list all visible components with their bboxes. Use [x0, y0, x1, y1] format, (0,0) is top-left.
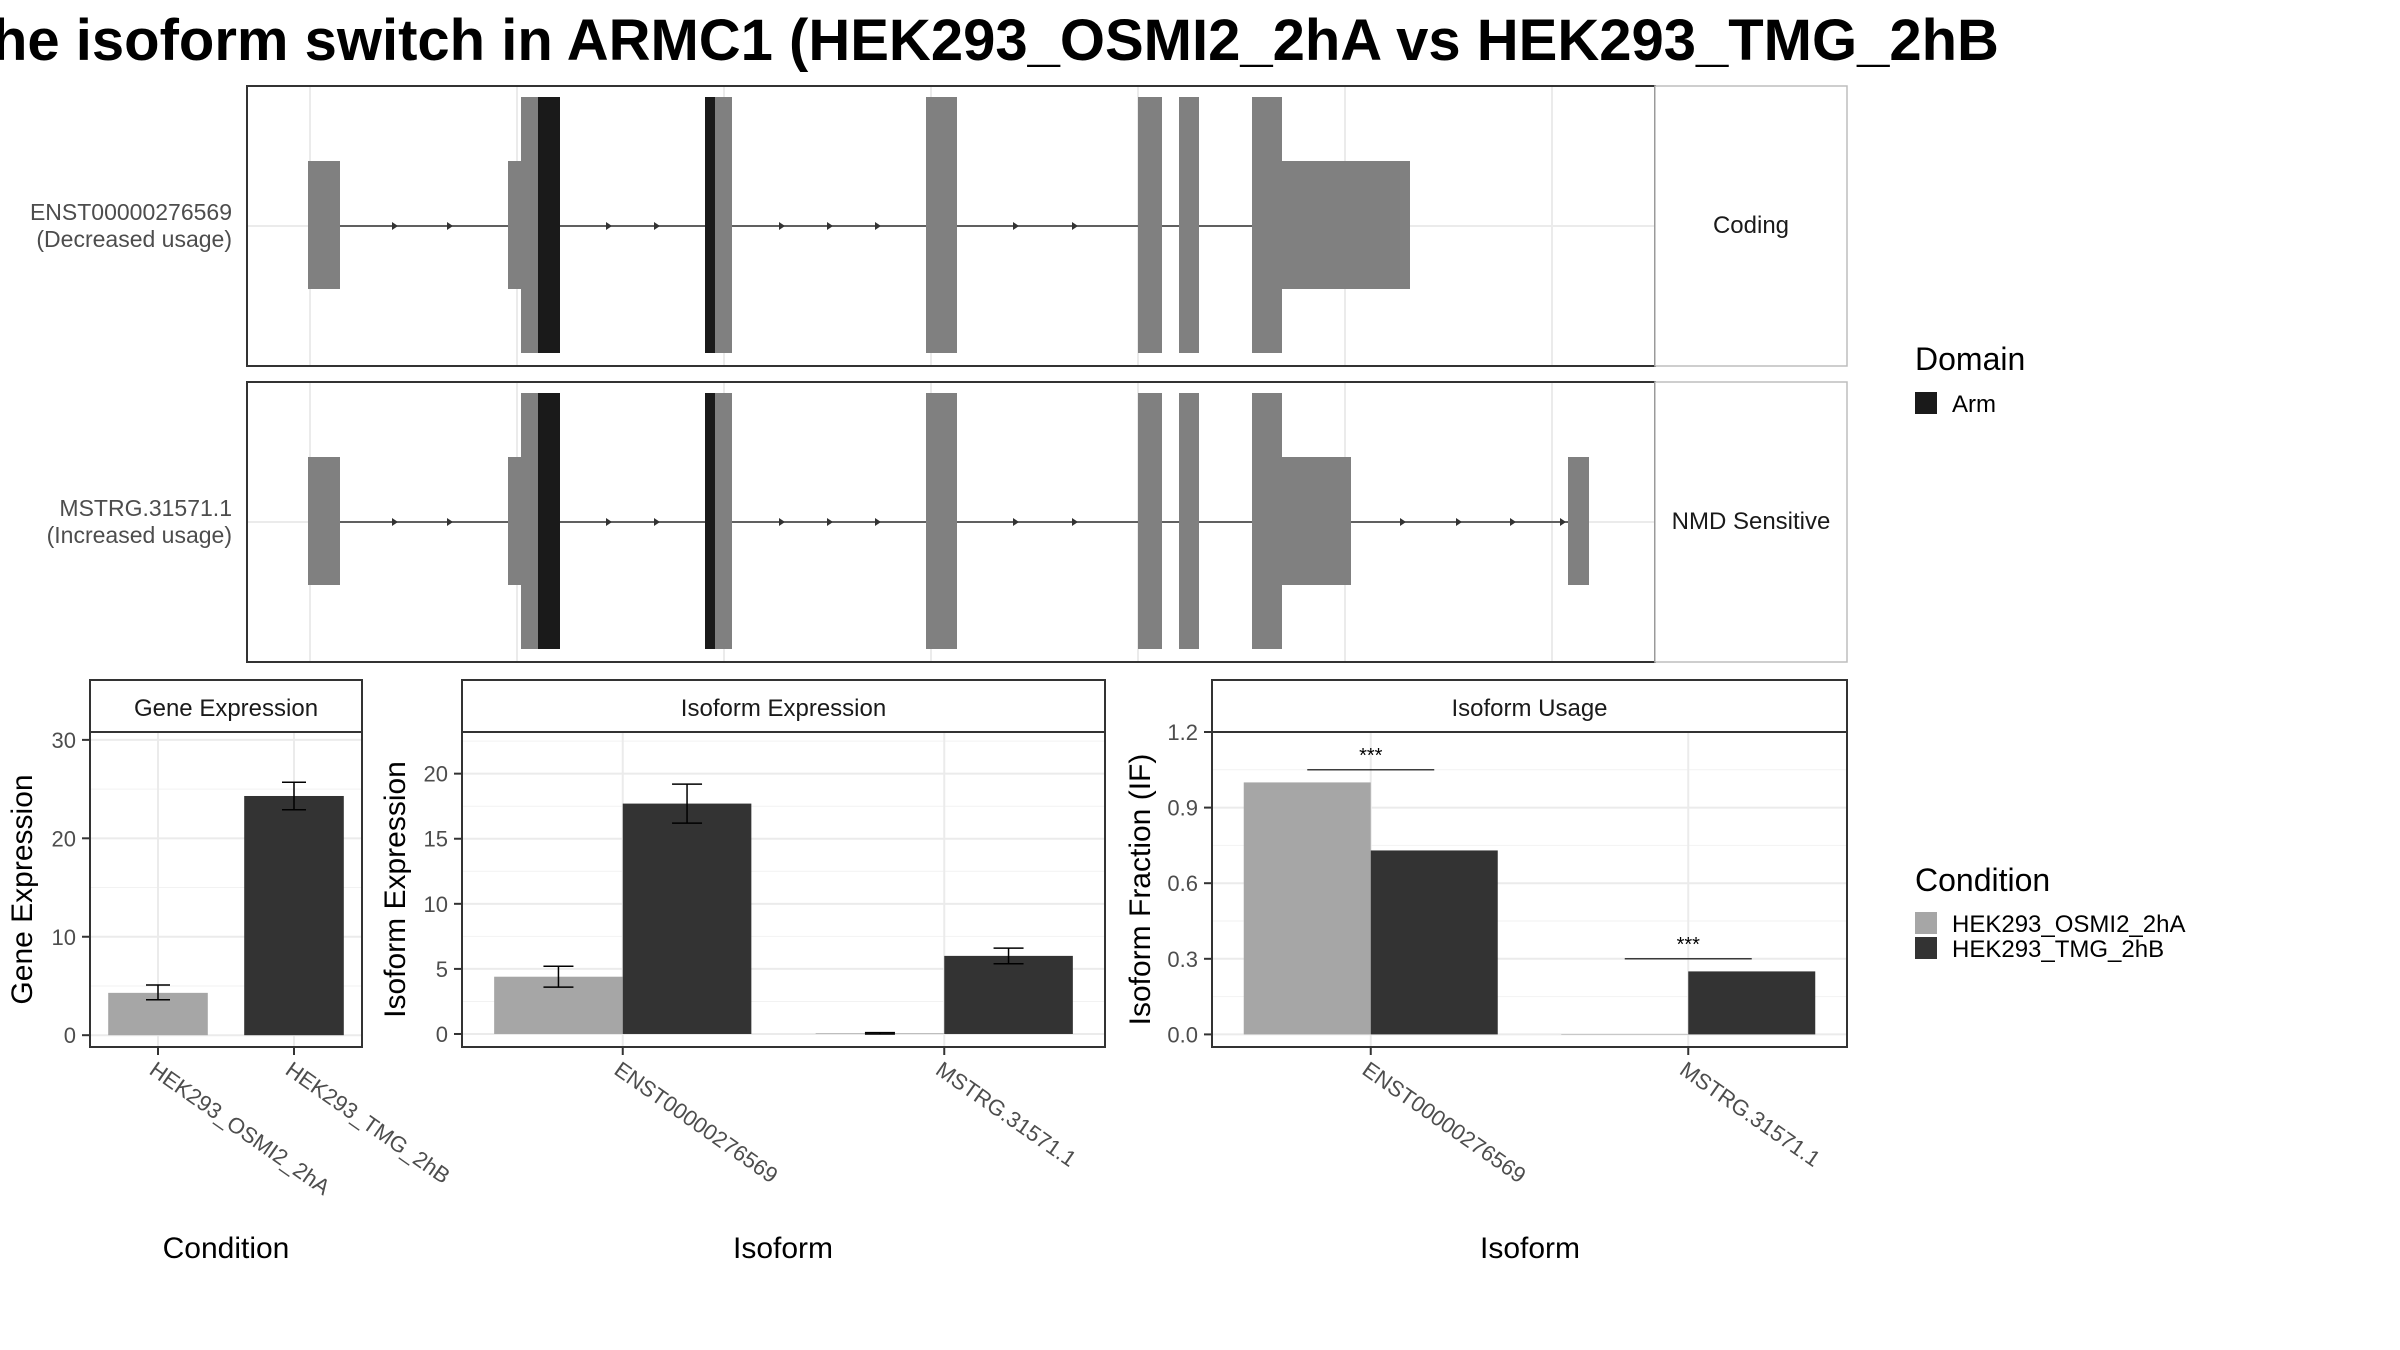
- condition-legend: Condition HEK293_OSMI2_2hA HEK293_TMG_2h…: [1915, 862, 2185, 963]
- bar-condition-a: [1243, 782, 1371, 1035]
- condition-legend-label-b: HEK293_TMG_2hB: [1952, 936, 2164, 963]
- facet-strip: [89, 679, 363, 733]
- track-1-arm-domains: [538, 97, 715, 353]
- bar-condition-a: [1561, 1034, 1689, 1035]
- track-1-facet-label: Coding: [1713, 212, 1789, 239]
- x-tick-label: MSTRG.31571.1: [931, 1057, 1081, 1172]
- facet-strip-label: Gene Expression: [134, 695, 318, 722]
- facet-strip: [1211, 679, 1848, 733]
- isoform-usage-chart: *** *** Isoform Usage 0.0 0.3 0.6 0.9 1.2 ENST00…: [1124, 679, 1848, 1265]
- y-tick-label: 15: [424, 827, 448, 852]
- domain-legend-title: Domain: [1915, 341, 2025, 377]
- y-axis-title: Isoform Fraction (IF): [1124, 754, 1157, 1026]
- bar-condition-b: [244, 795, 344, 1036]
- y-axis-title: Isoform Expression: [379, 761, 412, 1018]
- condition-legend-key-a: [1915, 912, 1937, 934]
- y-tick-label: 30: [52, 728, 76, 753]
- facet-strip-label: Isoform Usage: [1451, 695, 1607, 722]
- significance-label: ***: [1677, 934, 1701, 956]
- track-2-facet-strip: [1654, 381, 1848, 663]
- y-tick-label: 0: [436, 1022, 448, 1047]
- domain-legend: Domain Arm: [1915, 341, 2025, 418]
- bar-condition-b: [622, 803, 752, 1034]
- track-1-label-id: ENST00000276569: [30, 199, 232, 225]
- track-1-exons: [308, 97, 1410, 353]
- y-tick-label: 1.2: [1167, 720, 1198, 745]
- track-2-intron-arrows: [392, 518, 1566, 526]
- domain-legend-key-arm: [1915, 392, 1937, 414]
- facet-strip-label: Isoform Expression: [681, 695, 886, 722]
- transcript-track-2: NMD Sensitive MSTRG.31571.1 (Increased u…: [47, 381, 1848, 663]
- y-tick-label: 0.6: [1167, 871, 1198, 896]
- y-tick-label: 20: [424, 762, 448, 787]
- y-tick-label: 0.0: [1167, 1022, 1198, 1047]
- track-1-intron-arrows: [392, 222, 1078, 230]
- x-tick-label: ENST00000276569: [610, 1057, 783, 1188]
- track-2-label-usage: (Increased usage): [47, 522, 232, 548]
- y-tick-label: 0.3: [1167, 947, 1198, 972]
- y-tick-label: 20: [52, 826, 76, 851]
- y-tick-label: 5: [436, 957, 448, 982]
- y-axis-title: Gene Expression: [6, 774, 39, 1004]
- track-2-exons: [308, 393, 1589, 649]
- gene-expression-chart: Gene Expression0102030HEK293_OSMI2_2hAHE…: [6, 679, 455, 1265]
- facet-strip: [461, 679, 1106, 733]
- x-tick-label: ENST00000276569: [1358, 1057, 1531, 1188]
- transcript-track-1: Coding ENST00000276569 (Decreased usage): [30, 85, 1848, 367]
- y-tick-label: 0: [64, 1023, 76, 1048]
- significance-label: ***: [1359, 745, 1383, 767]
- condition-legend-label-a: HEK293_OSMI2_2hA: [1952, 911, 2185, 938]
- track-1-facet-strip: [1654, 85, 1848, 367]
- isoform-expression-chart: Isoform Expression 0 5 10 15 20 ENST0000027656…: [379, 679, 1106, 1265]
- y-tick-label: 0.9: [1167, 796, 1198, 821]
- x-axis-title: Isoform: [733, 1232, 833, 1265]
- bar-condition-b: [1688, 971, 1816, 1035]
- track-1-label-usage: (Decreased usage): [36, 226, 232, 252]
- track-2-facet-label: NMD Sensitive: [1672, 508, 1831, 535]
- x-tick-label: MSTRG.31571.1: [1675, 1057, 1825, 1172]
- track-2-arm-domains: [538, 393, 715, 649]
- track-2-label-id: MSTRG.31571.1: [59, 495, 232, 521]
- domain-legend-label-arm: Arm: [1952, 391, 1996, 418]
- y-tick-label: 10: [424, 892, 448, 917]
- condition-legend-title: Condition: [1915, 862, 2050, 898]
- x-axis-title: Condition: [163, 1232, 290, 1265]
- bar-condition-b: [944, 955, 1073, 1034]
- x-axis-title: Isoform: [1480, 1232, 1580, 1265]
- figure-title: he isoform switch in ARMC1 (HEK293_OSMI2…: [0, 8, 1999, 73]
- bar-condition-b: [1370, 850, 1498, 1035]
- y-tick-label: 10: [52, 925, 76, 950]
- condition-legend-key-b: [1915, 937, 1937, 959]
